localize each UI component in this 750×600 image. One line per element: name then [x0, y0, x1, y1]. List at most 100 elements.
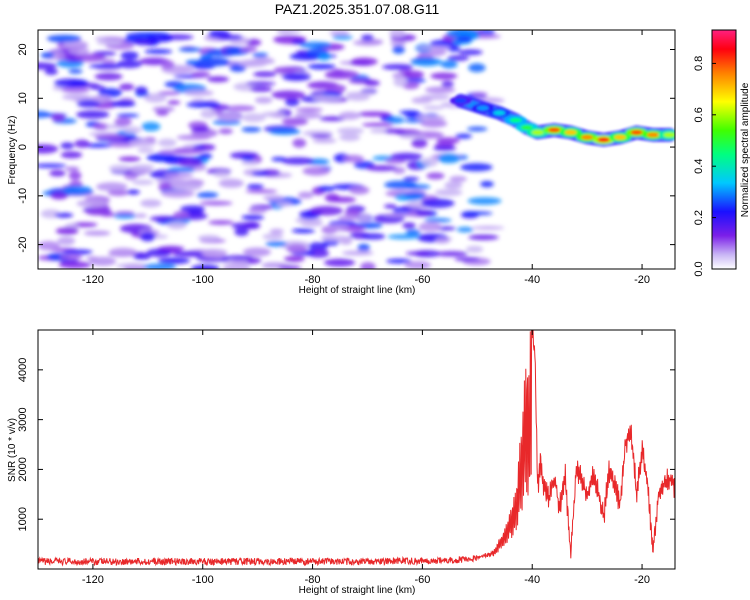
noise-blob — [281, 117, 309, 126]
noise-blob — [346, 92, 370, 101]
noise-blob — [245, 189, 278, 194]
noise-blob — [262, 233, 284, 240]
noise-blob — [390, 152, 423, 161]
noise-blob — [456, 35, 473, 43]
noise-blob — [128, 139, 157, 147]
noise-blob — [402, 176, 420, 182]
noise-blob — [96, 39, 123, 46]
noise-blob — [186, 101, 221, 108]
noise-blob — [61, 87, 90, 94]
noise-blob — [120, 51, 139, 60]
noise-blob — [310, 134, 333, 139]
colorbar-tick-label: 0.4 — [693, 159, 705, 174]
noise-blob — [59, 254, 83, 260]
noise-blobs — [38, 30, 505, 269]
noise-blob — [339, 238, 353, 245]
noise-blob — [191, 71, 211, 78]
noise-blob — [178, 47, 203, 52]
noise-blob — [57, 236, 76, 246]
noise-blob — [90, 85, 106, 90]
noise-blob — [134, 86, 148, 95]
noise-blob — [415, 114, 446, 121]
noise-blob — [410, 57, 443, 67]
noise-blob — [241, 160, 259, 166]
noise-blob — [268, 128, 301, 135]
spectrogram-y-axis-label: Frequency (Hz) — [7, 116, 18, 185]
noise-blob — [191, 264, 220, 269]
noise-blob — [418, 222, 442, 232]
noise-blob — [384, 180, 418, 190]
spectrogram-heatmap — [38, 30, 675, 269]
signal-track-peak — [520, 125, 533, 130]
noise-blob — [40, 52, 55, 59]
noise-blob — [405, 251, 430, 256]
noise-blob — [455, 133, 472, 139]
noise-blob — [70, 222, 98, 228]
spectrogram-ytick-label: -20 — [17, 237, 29, 253]
noise-blob — [338, 111, 361, 120]
noise-blob — [141, 122, 161, 132]
spectrogram-frame — [37, 29, 676, 270]
noise-blob — [361, 34, 374, 41]
noise-blob — [307, 249, 330, 258]
spectrogram-xtick-label: -100 — [192, 274, 214, 286]
noise-blob — [472, 225, 505, 230]
noise-blob — [246, 184, 264, 190]
noise-blob — [274, 66, 305, 72]
noise-blob — [350, 61, 372, 66]
noise-blob — [94, 72, 123, 81]
noise-blob — [435, 251, 468, 257]
noise-blob — [62, 249, 93, 255]
colorbar: 0.0 0.2 0.4 0.6 0.8 Normalized spectral ampl… — [693, 29, 750, 277]
noise-blob — [468, 63, 486, 73]
noise-blob — [200, 109, 217, 119]
noise-blob — [277, 265, 302, 269]
noise-blob — [458, 49, 483, 56]
noise-blob — [302, 166, 331, 176]
noise-blob — [216, 34, 243, 41]
noise-blob — [440, 60, 458, 69]
noise-blob — [61, 94, 92, 101]
noise-blob — [173, 211, 190, 220]
noise-blob — [93, 123, 109, 131]
noise-blob — [364, 80, 380, 87]
noise-blob — [180, 205, 206, 213]
signal-track-peak — [647, 132, 660, 138]
noise-blob — [50, 191, 69, 200]
noise-blob — [421, 198, 455, 208]
noise-blob — [149, 215, 178, 222]
noise-blob — [265, 241, 288, 247]
noise-blob — [222, 255, 254, 260]
noise-blob — [460, 163, 493, 172]
noise-blob — [301, 221, 324, 227]
noise-blob — [132, 164, 155, 170]
noise-blob — [329, 30, 350, 37]
snr-x-axis-label: Height of straight line (km) — [299, 585, 416, 596]
snr-ytick-label: 1000 — [17, 507, 29, 531]
noise-blob — [140, 199, 162, 208]
noise-blob — [157, 257, 191, 265]
noise-blob — [402, 222, 416, 229]
noise-blob — [38, 163, 67, 168]
noise-blob — [108, 164, 132, 172]
noise-blob — [461, 211, 493, 216]
signal-track-peak — [663, 132, 675, 138]
noise-blob — [116, 113, 140, 118]
noise-blob — [319, 116, 346, 122]
noise-blob — [76, 99, 101, 108]
signal-track-peak — [581, 134, 594, 140]
noise-blob — [62, 40, 88, 48]
noise-blob — [312, 138, 337, 144]
noise-blob — [435, 237, 450, 244]
noise-blob — [88, 63, 123, 69]
noise-blob — [480, 180, 494, 188]
noise-blob — [417, 45, 451, 51]
noise-blob — [381, 64, 414, 70]
noise-blob — [241, 126, 261, 133]
noise-blob — [46, 34, 81, 43]
noise-blob — [191, 125, 210, 133]
noise-blob — [342, 154, 364, 163]
signal-track-peak — [597, 137, 610, 143]
noise-blob — [140, 232, 156, 242]
